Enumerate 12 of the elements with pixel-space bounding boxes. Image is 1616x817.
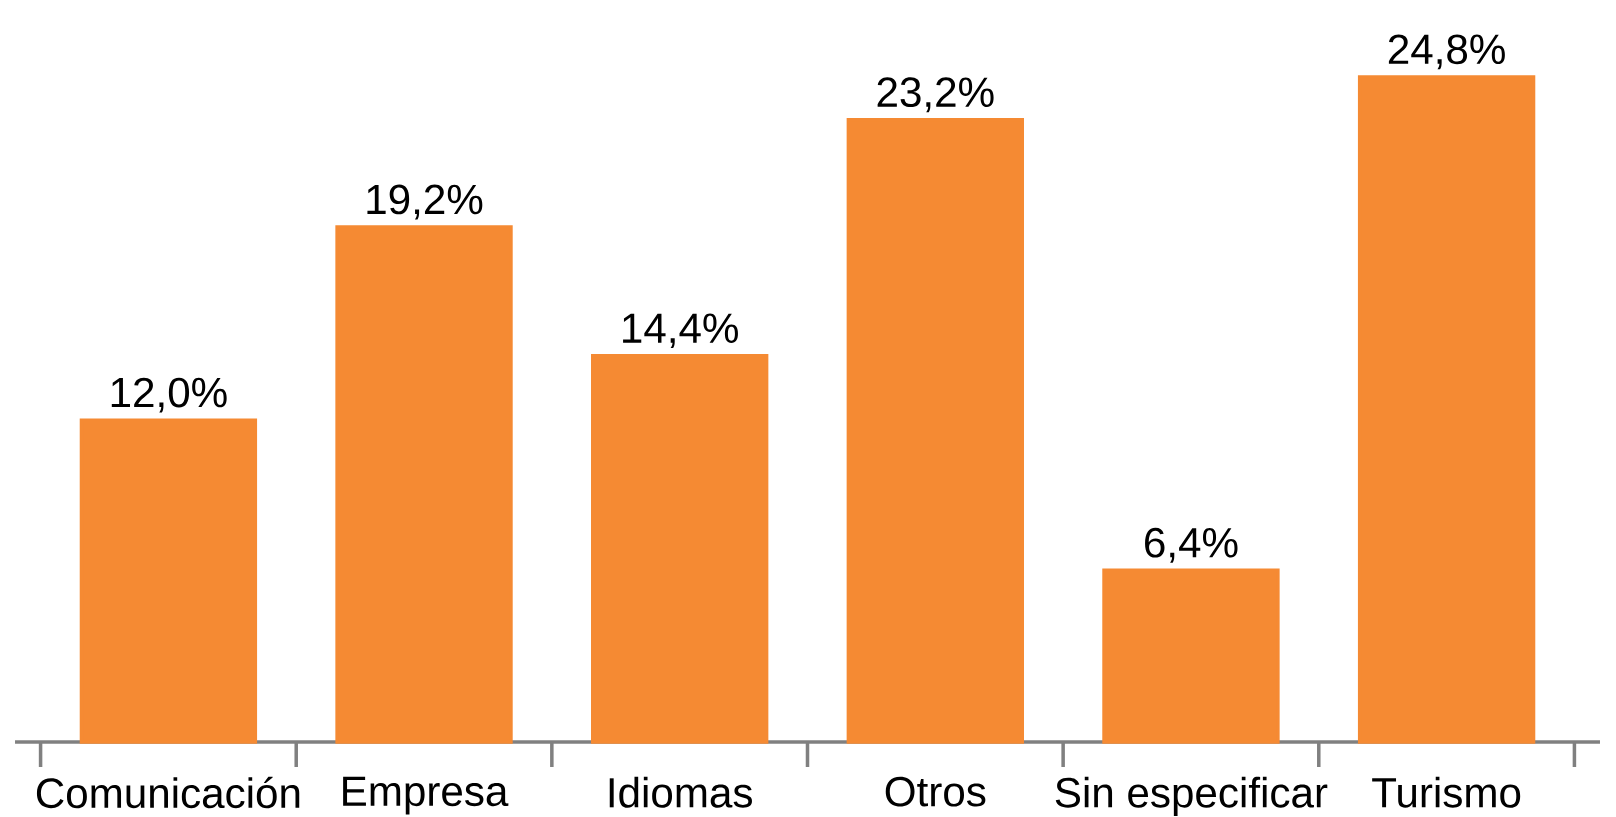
data-label: 6,4% <box>1145 527 1238 563</box>
data-label: 12,0% <box>111 377 227 413</box>
x-tick-label: Otros <box>885 776 986 807</box>
x-tick-label: Comunicación <box>36 776 300 809</box>
x-tick-label: Empresa <box>343 776 509 815</box>
x-tick-label: Turismo <box>1372 776 1521 808</box>
x-tick-label: Idiomas <box>609 776 752 808</box>
data-label: 19,2% <box>367 184 483 220</box>
data-label: 14,4% <box>623 313 738 349</box>
x-tick-label: Sin especificar <box>1055 776 1328 817</box>
data-label: 23,2% <box>877 77 994 113</box>
data-label: 24,8% <box>1388 34 1505 70</box>
